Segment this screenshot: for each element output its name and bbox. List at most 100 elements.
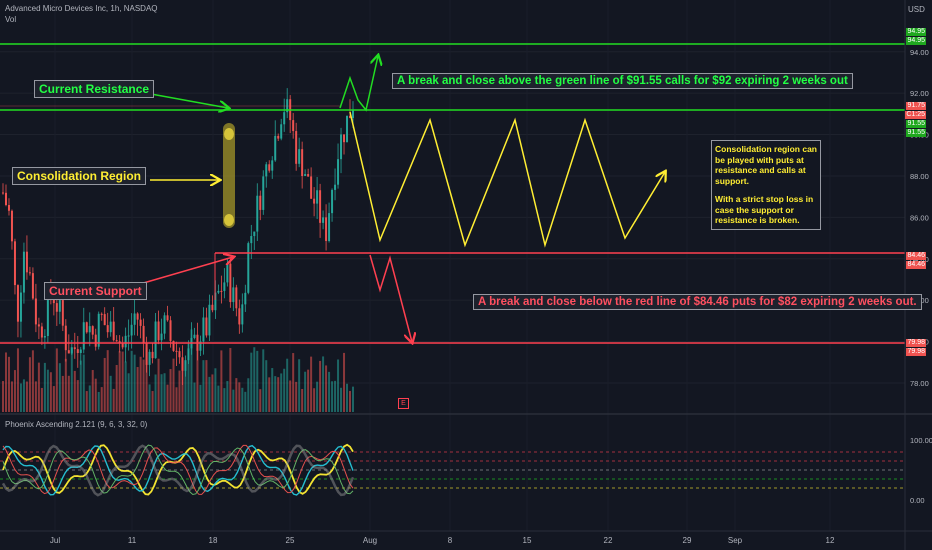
volume-bar: [166, 384, 169, 412]
candle-body: [181, 357, 184, 371]
candle-body: [16, 285, 19, 322]
volume-bar: [175, 387, 178, 412]
candle-body: [61, 300, 64, 326]
earnings-event-marker[interactable]: E: [398, 398, 409, 409]
volume-bar: [340, 387, 343, 412]
x-tick-label: 18: [209, 536, 218, 545]
symbol-title[interactable]: Advanced Micro Devices Inc, 1h, NASDAQ: [5, 4, 158, 13]
candle-body: [232, 287, 235, 303]
volume-bar: [37, 362, 40, 412]
label-consolidation-region: Consolidation Region: [12, 167, 146, 185]
candle-body: [337, 159, 340, 185]
price-candles: [2, 88, 354, 385]
x-tick-label: Aug: [363, 536, 377, 545]
candle-body: [157, 321, 160, 341]
price-tag-red-low: 79.98: [906, 339, 926, 347]
volume-bar: [34, 381, 37, 412]
volume-bar: [295, 381, 298, 412]
volume-bar: [46, 369, 49, 412]
volume-bar: [2, 381, 4, 412]
volume-bar: [91, 370, 94, 412]
y-tick-label: 78.00: [910, 379, 929, 388]
candle-body: [295, 131, 298, 164]
volume-bar: [289, 380, 292, 412]
time-axis[interactable]: Jul 11 18 25 Aug 8 15 22 29 Sep 12: [50, 536, 835, 545]
volume-bar: [67, 375, 70, 412]
volume-bar: [217, 385, 220, 412]
candle-body: [352, 110, 354, 118]
indicator-pane: 100.00 0.00: [0, 436, 932, 505]
volume-bar: [277, 377, 280, 412]
x-tick-label: Jul: [50, 536, 60, 545]
volume-bar: [313, 388, 316, 412]
volume-bar: [31, 350, 34, 412]
volume-bar: [229, 348, 232, 412]
candle-body: [82, 322, 85, 350]
candle-body: [292, 120, 295, 132]
candle-body: [64, 325, 67, 351]
candle-body: [76, 349, 79, 353]
candle-body: [241, 304, 244, 325]
candle-body: [346, 115, 349, 143]
volume-bar: [100, 387, 103, 412]
volume-bar: [151, 391, 154, 412]
volume-bar: [268, 377, 271, 412]
candle-body: [229, 263, 232, 303]
y-tick-label: 86.00: [910, 213, 929, 222]
volume-bar: [40, 387, 43, 412]
candle-body: [121, 343, 124, 348]
candle-body: [283, 112, 286, 125]
candle-body: [328, 213, 331, 242]
candle-body: [217, 290, 220, 293]
volume-bar: [244, 391, 247, 412]
candle-body: [106, 325, 109, 333]
volume-bar: [280, 373, 283, 412]
indicator-line: [2, 444, 354, 495]
candle-body: [184, 360, 187, 371]
volume-bar: [211, 374, 214, 412]
capsule-top-dot: [224, 128, 234, 140]
volume-bar: [130, 350, 133, 412]
volume-bar: [61, 375, 64, 412]
x-tick-label: 22: [604, 536, 613, 545]
volume-bar: [298, 359, 301, 412]
volume-bar: [304, 371, 307, 412]
volume-bar: [13, 370, 16, 412]
volume-bar: [208, 376, 211, 412]
volume-bar: [331, 381, 334, 412]
volume-bar: [19, 383, 22, 412]
candle-body: [139, 319, 142, 326]
candle-body: [319, 190, 322, 223]
candle-body: [55, 303, 58, 312]
volume-bar: [316, 381, 319, 412]
candle-body: [88, 326, 91, 333]
note-text-1: Consolidation region can be played with …: [715, 144, 818, 186]
indicator-line: [1, 444, 355, 497]
candle-body: [160, 333, 163, 341]
volume-bar: [283, 368, 286, 412]
volume-bar: [106, 350, 109, 412]
volume-bar: [94, 378, 97, 412]
candle-body: [31, 273, 34, 299]
volume-bar: [133, 354, 136, 412]
volume-bar: [136, 367, 139, 412]
candle-body: [154, 321, 157, 359]
x-tick-label: 11: [128, 536, 137, 545]
candle-body: [22, 251, 25, 293]
candle-body: [58, 300, 61, 312]
indicator-label[interactable]: Phoenix Ascending 2.121 (9, 6, 3, 32, 0): [5, 420, 148, 429]
volume-bar: [145, 347, 148, 412]
x-tick-label: 12: [826, 536, 835, 545]
candle-body: [10, 210, 13, 242]
candle-body: [187, 348, 190, 361]
candle-body: [193, 334, 196, 338]
candle-body: [238, 308, 241, 325]
volume-bar: [328, 371, 331, 412]
candle-body: [202, 317, 205, 342]
candle-body: [334, 184, 337, 190]
candle-body: [124, 335, 127, 348]
candle-body: [4, 192, 7, 206]
candle-body: [175, 350, 178, 352]
volume-bar: [253, 347, 256, 412]
price-axis[interactable]: 94.0092.0090.0088.0086.0084.0082.0080.00…: [910, 48, 929, 388]
